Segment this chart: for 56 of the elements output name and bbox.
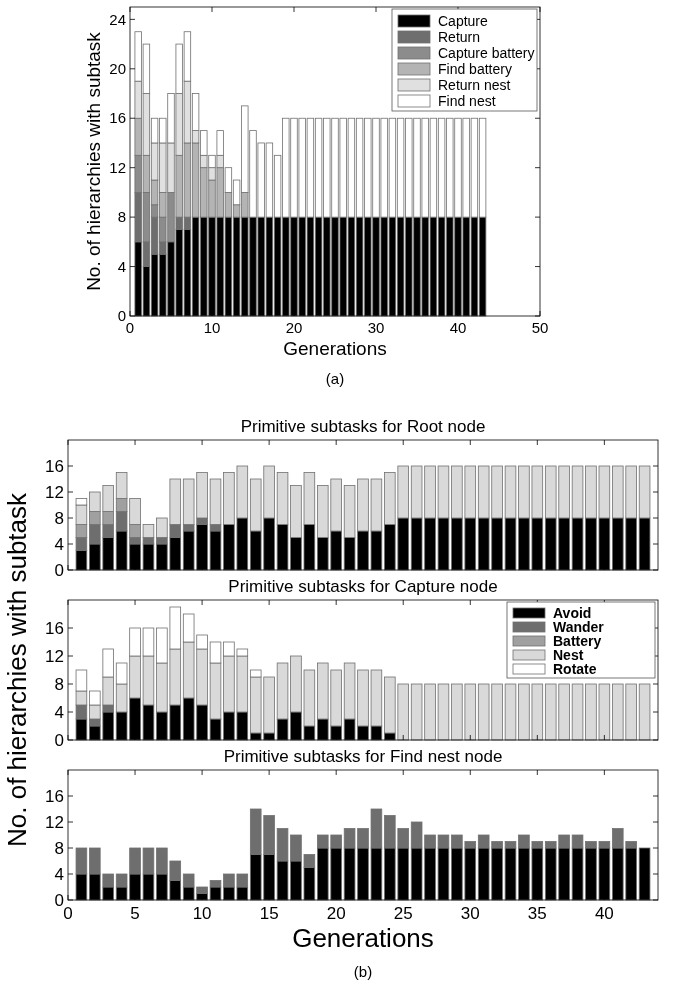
y-tick-label: 20 xyxy=(109,60,126,78)
y-axis-title: No. of hierarchies with subtask xyxy=(83,31,104,291)
y-tick-label: 12 xyxy=(45,812,64,832)
y-tick-label: 8 xyxy=(54,508,64,528)
y-tick-label: 16 xyxy=(109,109,126,127)
x-tick-label: 20 xyxy=(285,319,303,336)
legend-label: Find nest xyxy=(438,92,496,109)
x-tick-label: 50 xyxy=(531,319,549,336)
x-tick-label: 20 xyxy=(326,904,346,923)
chart-title: Primitive subtasks for Capture node xyxy=(228,577,498,596)
x-axis-title: Generations xyxy=(292,923,434,954)
y-axis-title: No. of hierarchies with subtask xyxy=(2,491,32,848)
legend-label: Capture xyxy=(438,12,489,29)
y-tick-label: 12 xyxy=(109,158,126,176)
legend-label: Avoid xyxy=(553,604,592,621)
x-tick-label: 5 xyxy=(130,904,140,923)
x-axis-title: Generations xyxy=(283,338,387,360)
y-tick-label: 4 xyxy=(54,702,64,722)
text: (b) xyxy=(353,963,373,980)
y-tick-label: 4 xyxy=(54,864,64,884)
x-tick-label: 30 xyxy=(460,904,480,923)
y-tick-label: 0 xyxy=(54,560,64,580)
y-tick-label: 16 xyxy=(45,456,64,476)
x-tick-label: 40 xyxy=(449,319,467,336)
chart-title: Primitive subtasks for Find nest node xyxy=(223,747,503,766)
x-tick-label: 25 xyxy=(393,904,413,923)
text: (a) xyxy=(325,370,345,387)
y-tick-label: 8 xyxy=(54,674,64,694)
y-tick-label: 0 xyxy=(117,307,126,325)
y-tick-label: 4 xyxy=(54,534,64,554)
y-tick-label: 0 xyxy=(54,730,64,750)
legend-label: Nest xyxy=(553,646,584,663)
legend-label: Battery xyxy=(553,632,602,649)
legend-label: Find battery xyxy=(438,60,512,77)
y-tick-label: 8 xyxy=(117,208,126,226)
y-tick-label: 8 xyxy=(54,838,64,858)
y-tick-label: 0 xyxy=(54,890,64,910)
y-tick-label: 24 xyxy=(109,10,126,28)
chart-title: Primitive subtasks for Root node xyxy=(240,417,486,436)
y-tick-label: 4 xyxy=(117,257,126,275)
legend-label: Wander xyxy=(553,618,605,635)
legend-label: Return nest xyxy=(438,76,511,93)
x-tick-label: 30 xyxy=(367,319,385,336)
y-tick-label: 12 xyxy=(45,482,64,502)
y-tick-label: 16 xyxy=(45,618,64,638)
x-tick-label: 35 xyxy=(527,904,547,923)
x-tick-label: 10 xyxy=(192,904,212,923)
x-tick-label: 40 xyxy=(594,904,614,923)
legend-label: Capture battery xyxy=(438,44,535,61)
x-tick-label: 15 xyxy=(259,904,279,923)
bar xyxy=(638,683,651,741)
y-tick-label: 16 xyxy=(45,786,64,806)
y-tick-label: 12 xyxy=(45,646,64,666)
legend-label: Return xyxy=(438,28,481,45)
x-tick-label: 10 xyxy=(203,319,221,336)
legend-label: Rotate xyxy=(553,660,597,677)
